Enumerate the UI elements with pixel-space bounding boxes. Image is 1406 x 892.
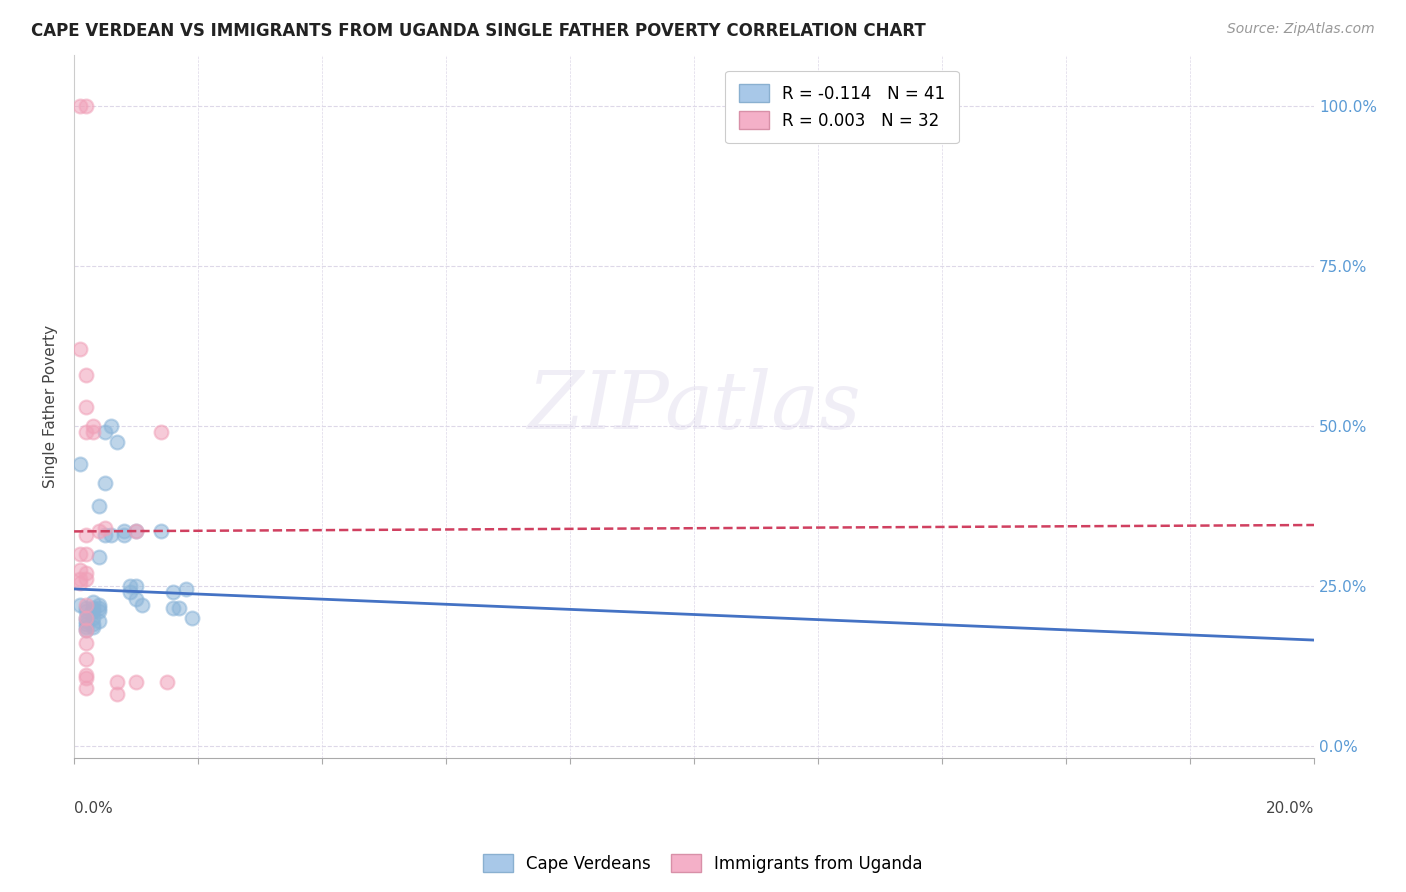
Point bbox=[76, 400, 98, 414]
Point bbox=[169, 601, 191, 615]
Point bbox=[82, 610, 104, 624]
Point bbox=[87, 601, 110, 615]
Point bbox=[76, 624, 98, 638]
Point bbox=[82, 620, 104, 634]
Point bbox=[107, 434, 129, 449]
Point bbox=[82, 604, 104, 618]
Point bbox=[76, 368, 98, 382]
Point bbox=[76, 572, 98, 586]
Point bbox=[174, 582, 197, 596]
Point bbox=[76, 652, 98, 666]
Point bbox=[125, 524, 148, 539]
Point bbox=[76, 668, 98, 682]
Point bbox=[69, 598, 91, 612]
Text: 0.0%: 0.0% bbox=[75, 800, 112, 815]
Point bbox=[82, 418, 104, 433]
Point bbox=[69, 563, 91, 577]
Legend: R = -0.114   N = 41, R = 0.003   N = 32: R = -0.114 N = 41, R = 0.003 N = 32 bbox=[725, 70, 959, 143]
Y-axis label: Single Father Poverty: Single Father Poverty bbox=[44, 326, 58, 488]
Point bbox=[76, 617, 98, 632]
Point bbox=[125, 674, 148, 689]
Point bbox=[100, 418, 122, 433]
Point bbox=[112, 527, 135, 541]
Point bbox=[69, 575, 91, 590]
Point bbox=[125, 591, 148, 606]
Point bbox=[112, 524, 135, 539]
Point bbox=[76, 681, 98, 695]
Point bbox=[94, 527, 117, 541]
Point bbox=[69, 572, 91, 586]
Point bbox=[82, 595, 104, 609]
Point bbox=[131, 598, 153, 612]
Point bbox=[76, 604, 98, 618]
Point bbox=[76, 620, 98, 634]
Point bbox=[76, 636, 98, 650]
Point bbox=[149, 524, 172, 539]
Point bbox=[87, 604, 110, 618]
Point bbox=[76, 610, 98, 624]
Point bbox=[180, 610, 202, 624]
Point bbox=[82, 601, 104, 615]
Point bbox=[82, 425, 104, 440]
Point bbox=[76, 672, 98, 686]
Point bbox=[76, 566, 98, 580]
Point bbox=[76, 547, 98, 561]
Point bbox=[69, 99, 91, 113]
Point bbox=[76, 99, 98, 113]
Point bbox=[69, 547, 91, 561]
Point bbox=[69, 457, 91, 471]
Point bbox=[69, 342, 91, 356]
Point bbox=[87, 524, 110, 539]
Point bbox=[107, 687, 129, 701]
Point bbox=[162, 585, 184, 599]
Point bbox=[118, 579, 141, 593]
Point bbox=[87, 549, 110, 564]
Text: Source: ZipAtlas.com: Source: ZipAtlas.com bbox=[1227, 22, 1375, 37]
Point bbox=[87, 499, 110, 513]
Point bbox=[125, 579, 148, 593]
Point bbox=[76, 624, 98, 638]
Point bbox=[76, 601, 98, 615]
Point bbox=[76, 610, 98, 624]
Point bbox=[76, 527, 98, 541]
Point bbox=[162, 601, 184, 615]
Point bbox=[94, 476, 117, 491]
Point bbox=[118, 585, 141, 599]
Point bbox=[149, 425, 172, 440]
Point bbox=[107, 674, 129, 689]
Point bbox=[87, 614, 110, 628]
Text: ZIPatlas: ZIPatlas bbox=[527, 368, 860, 445]
Point bbox=[76, 598, 98, 612]
Legend: Cape Verdeans, Immigrants from Uganda: Cape Verdeans, Immigrants from Uganda bbox=[477, 847, 929, 880]
Point bbox=[87, 598, 110, 612]
Point bbox=[76, 614, 98, 628]
Point bbox=[76, 425, 98, 440]
Point bbox=[82, 617, 104, 632]
Point bbox=[94, 425, 117, 440]
Text: CAPE VERDEAN VS IMMIGRANTS FROM UGANDA SINGLE FATHER POVERTY CORRELATION CHART: CAPE VERDEAN VS IMMIGRANTS FROM UGANDA S… bbox=[31, 22, 925, 40]
Point bbox=[94, 521, 117, 535]
Point bbox=[156, 674, 179, 689]
Point bbox=[100, 527, 122, 541]
Point bbox=[125, 524, 148, 539]
Text: 20.0%: 20.0% bbox=[1265, 800, 1315, 815]
